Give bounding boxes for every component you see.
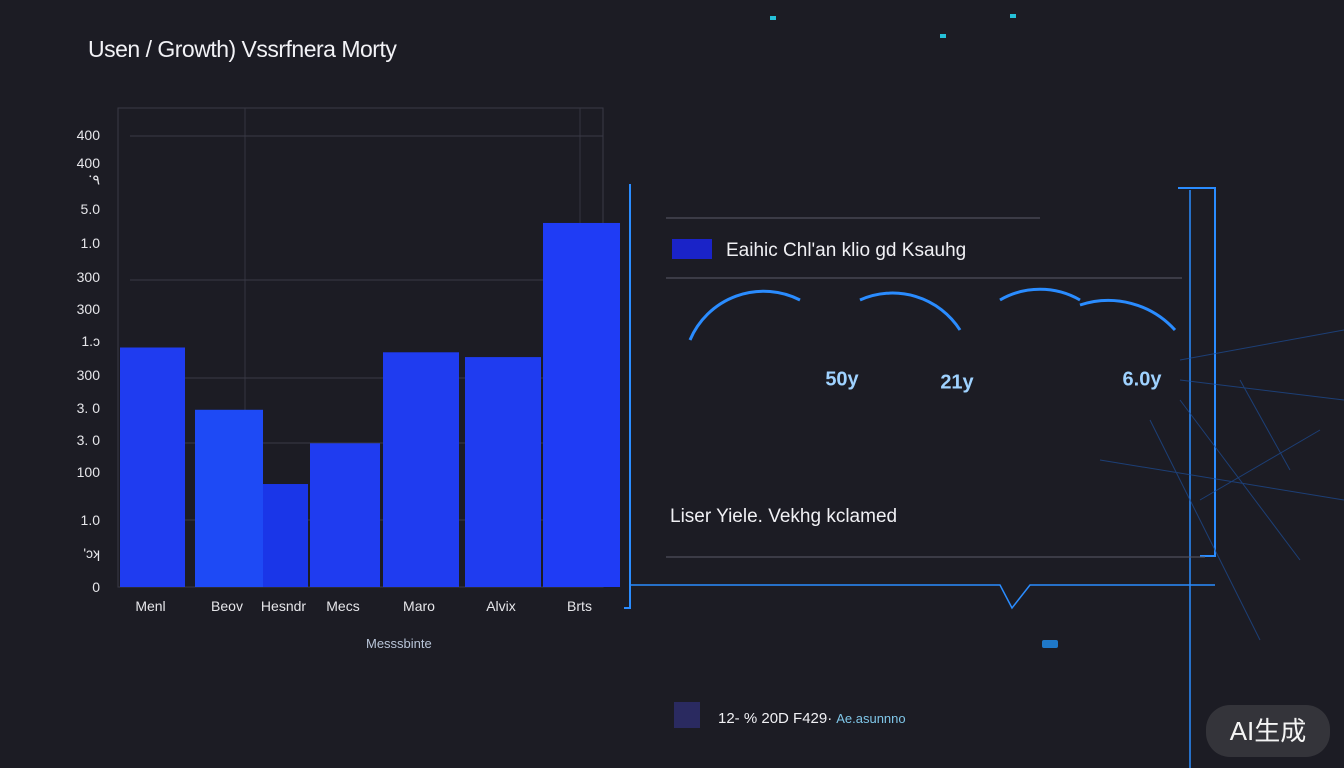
y-tick-label: 0 [92,579,100,595]
y-tick-label: 100 [76,464,100,480]
y-tick-label: ॱ٩ [88,171,100,188]
footer-sub: Ae.asunnno [836,711,906,726]
x-tick-label: Beov [211,598,243,614]
y-tick-label: 'ɔʞ [83,545,100,561]
x-tick-label: Menl [135,598,166,614]
chart-title: Usen / Growth) Vssrfnera Morty [88,36,397,62]
decorative-lines [117,14,1344,768]
x-tick-label: Alvix [486,598,516,614]
bars [120,222,620,587]
legend-swatch [672,239,712,259]
x-axis-label: Messsbinte [366,636,432,651]
bar-alvix [465,357,541,587]
y-tick-label: 3. 0 [76,432,100,448]
circle-value: 6.0y [1122,368,1162,391]
watermark: AI生成 [1206,705,1330,757]
y-tick-label: 300 [76,301,100,317]
x-tick-label: Mecs [326,598,360,614]
footer-main: 12- % 20D F429· [718,710,833,727]
x-tick-label: Brts [567,598,592,614]
y-tick-label: 1.ɔ [81,333,100,349]
y-tick-label: 5.0 [80,201,100,217]
circle-value: 21y [940,371,974,394]
y-tick-label: 400 [76,155,100,171]
logo-icon [674,702,700,728]
bar-beov [195,409,263,587]
legend-label: Eaihic Chl'an klio gd Ksauhg [726,240,967,261]
y-tick-label: 300 [76,367,100,383]
y-tick-label: 3. 0 [76,400,100,416]
footer-text: 12- % 20D F429· Ae.asunnno [718,710,906,727]
panel-caption: Liser Yiele. Vekhg kclamed [670,506,898,527]
y-tick-label: 1.0 [80,235,100,251]
bar-brts [543,222,620,587]
bar-mecs [310,443,380,587]
y-tick-label: 400 [76,127,100,143]
y-tick-label: 300 [76,269,100,285]
bar-maro [383,352,459,587]
x-tick-label: Hesndr [260,598,307,614]
bar-hesndr [263,484,308,587]
y-tick-label: 1.0 [80,512,100,528]
bar-menl [120,347,185,587]
circle-value: 50y [825,368,859,391]
x-tick-label: Maro [403,598,435,614]
